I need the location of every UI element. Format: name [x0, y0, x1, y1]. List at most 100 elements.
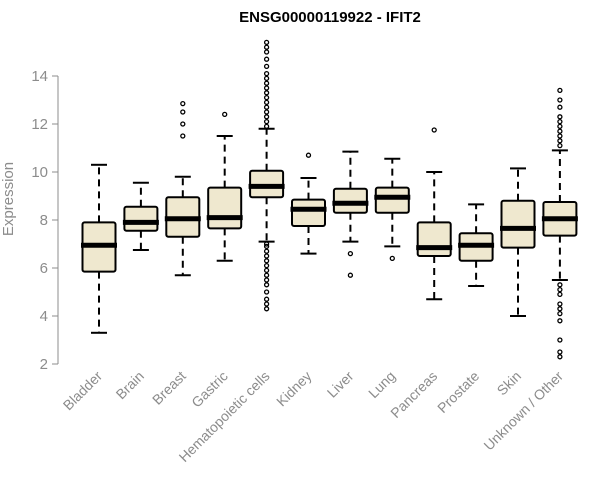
outlier-point [263, 90, 270, 96]
outlier-point [180, 133, 186, 139]
outlier-point [263, 277, 270, 283]
outlier-point [263, 114, 270, 120]
box-group [541, 87, 578, 360]
outlier-point [263, 99, 270, 106]
x-tick-label: Lung [365, 368, 398, 401]
outlier-point [180, 121, 186, 127]
outlier-point [347, 272, 354, 278]
outlier-point [557, 286, 563, 293]
outlier-point [263, 243, 270, 250]
box-iqr [207, 186, 243, 230]
outlier-point [557, 118, 563, 125]
outlier-point [180, 109, 186, 115]
outlier-point [557, 291, 563, 298]
y-tick-label: 2 [40, 356, 48, 373]
boxes [81, 39, 578, 360]
outlier-point [263, 258, 270, 264]
outlier-point [263, 49, 270, 55]
box-iqr [123, 205, 159, 232]
outlier-point [263, 39, 270, 46]
outlier-point [180, 100, 186, 107]
outlier-point [557, 301, 563, 307]
outlier-point [263, 272, 270, 278]
x-tick-label: Bladder [60, 368, 106, 414]
outlier-point [263, 267, 270, 274]
outlier-point [557, 142, 563, 149]
outlier-point [557, 128, 563, 134]
y-tick-label: 8 [40, 212, 48, 229]
box-iqr [374, 186, 410, 214]
x-tick-label: Skin [494, 368, 525, 399]
x-tick-label: Breast [149, 368, 189, 408]
outlier-point [557, 138, 563, 144]
y-axis-label: Expression [0, 162, 17, 236]
x-tick-label: Prostate [434, 368, 482, 416]
outlier-point [263, 241, 270, 247]
outlier-point [557, 337, 563, 343]
outlier-point [557, 97, 563, 103]
outlier-point [263, 44, 270, 50]
outlier-point [305, 152, 312, 158]
x-tick-label: Brain [113, 368, 147, 402]
box-group [81, 163, 117, 334]
outlier-point [263, 118, 270, 125]
box-iqr [291, 198, 326, 228]
box-group [500, 167, 536, 317]
outlier-point [557, 104, 563, 110]
outlier-point [263, 75, 270, 82]
outlier-point [263, 70, 270, 77]
outlier-point [263, 301, 270, 307]
y-tick-label: 10 [31, 164, 48, 181]
outlier-point [557, 349, 563, 355]
y-tick-label: 6 [40, 260, 48, 277]
outlier-point [263, 85, 270, 91]
outlier-point [263, 296, 270, 302]
chart-title: ENSG00000119922 - IFIT2 [239, 9, 421, 26]
box-group [332, 150, 369, 278]
outlier-point [557, 310, 563, 317]
y-tick-label: 14 [31, 68, 48, 85]
box-group [206, 111, 243, 262]
x-tick-label: Kidney [273, 368, 315, 410]
outlier-point [389, 255, 395, 262]
outlier-point [557, 354, 563, 360]
outlier-point [263, 123, 270, 130]
x-tick-label: Liver [324, 368, 357, 401]
outlier-point [263, 248, 270, 254]
outlier-point [557, 133, 563, 139]
outlier-point [557, 114, 563, 120]
outlier-point [431, 127, 437, 133]
box-group [248, 39, 285, 312]
outlier-point [263, 282, 270, 288]
outlier-point [263, 253, 270, 259]
outlier-point [557, 123, 563, 130]
outlier-point [347, 250, 354, 257]
outlier-point [557, 282, 563, 288]
outlier-point [263, 80, 270, 86]
box-group [164, 100, 201, 277]
outlier-point [263, 289, 270, 295]
outlier-point [263, 109, 270, 115]
box-group [122, 181, 159, 251]
box-group [416, 127, 453, 301]
outlier-point [263, 262, 270, 269]
box-iqr [416, 221, 452, 257]
y-axis: 2 4 6 8 10 12 14 [31, 68, 59, 373]
outlier-point [557, 306, 563, 312]
outlier-point [222, 111, 228, 118]
outlier-point [263, 94, 270, 101]
outlier-point [263, 63, 270, 70]
x-tick-label: Pancreas [387, 368, 440, 421]
box-group [374, 157, 411, 262]
outlier-point [557, 318, 563, 324]
x-tick-label: Unknown / Other [480, 368, 566, 454]
outlier-point [263, 306, 270, 312]
y-tick-label: 4 [40, 308, 48, 325]
box-group [458, 203, 495, 287]
y-tick-label: 12 [31, 116, 48, 133]
outlier-point [263, 56, 270, 62]
box-group [290, 152, 327, 255]
outlier-point [263, 104, 270, 110]
